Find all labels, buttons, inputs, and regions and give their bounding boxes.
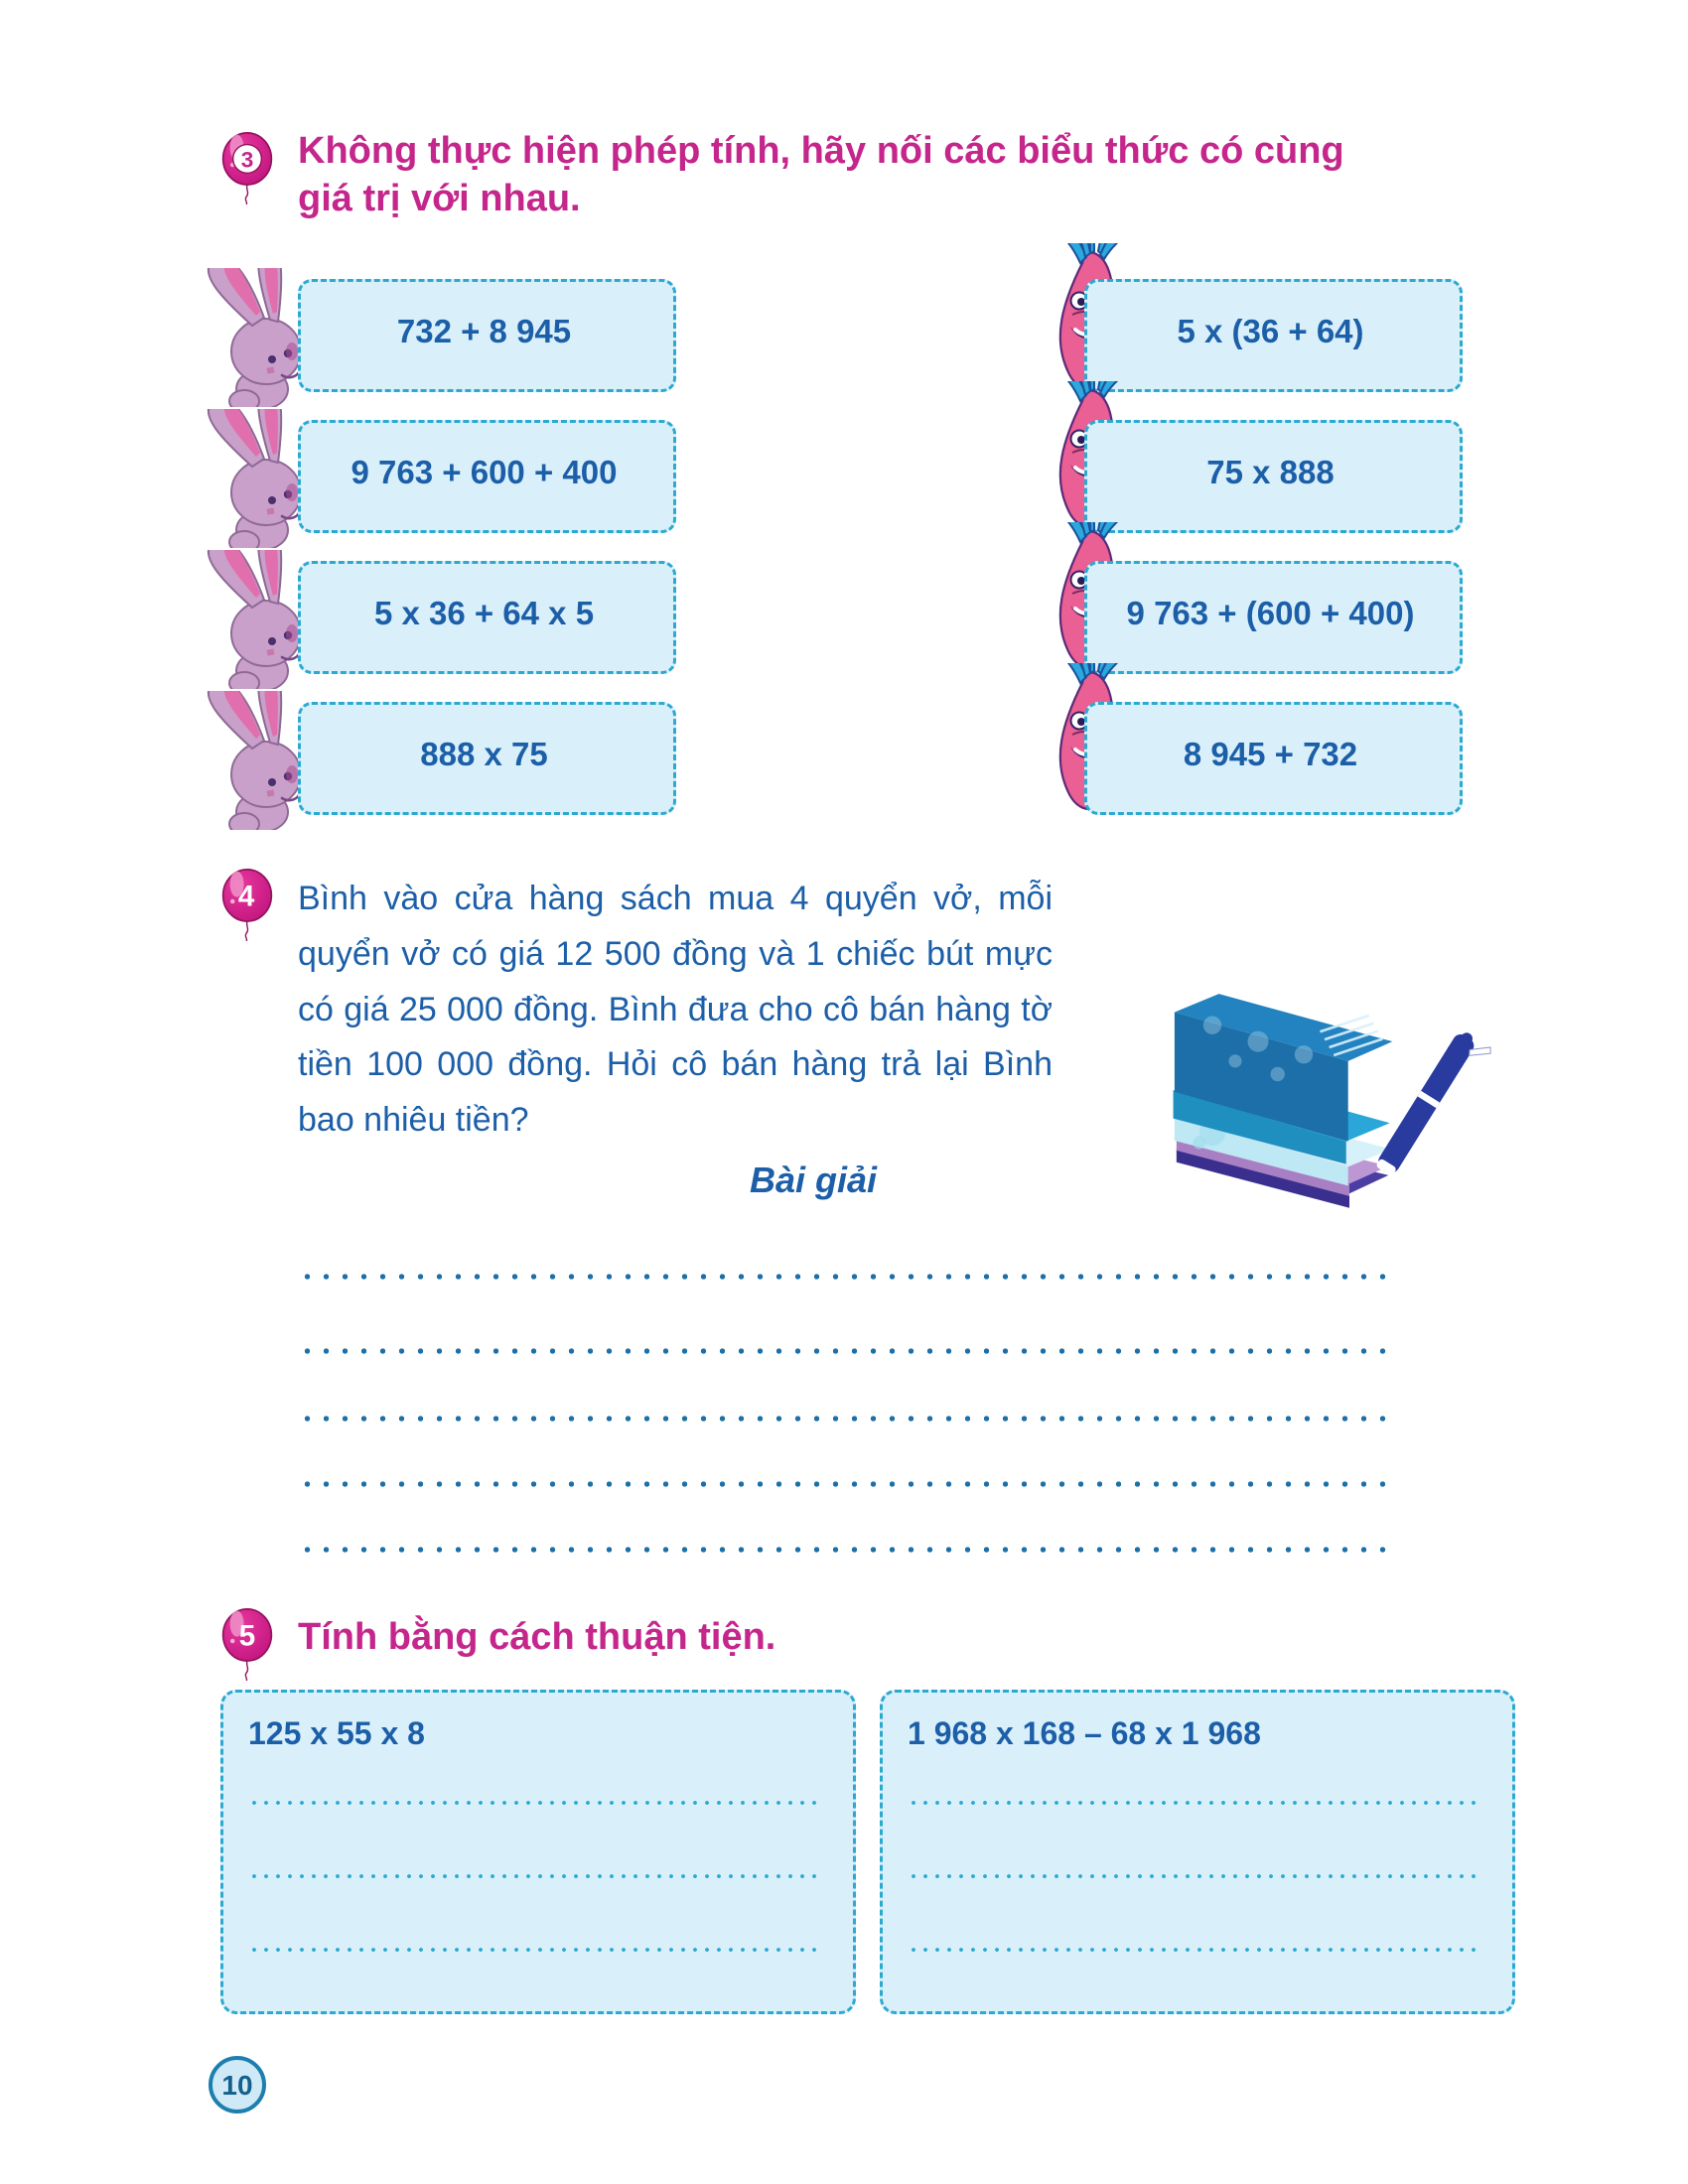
- svg-text:5: 5: [239, 1619, 255, 1652]
- svg-text:10: 10: [221, 2070, 252, 2101]
- svg-text:4: 4: [238, 880, 255, 912]
- svg-text:3: 3: [241, 148, 254, 173]
